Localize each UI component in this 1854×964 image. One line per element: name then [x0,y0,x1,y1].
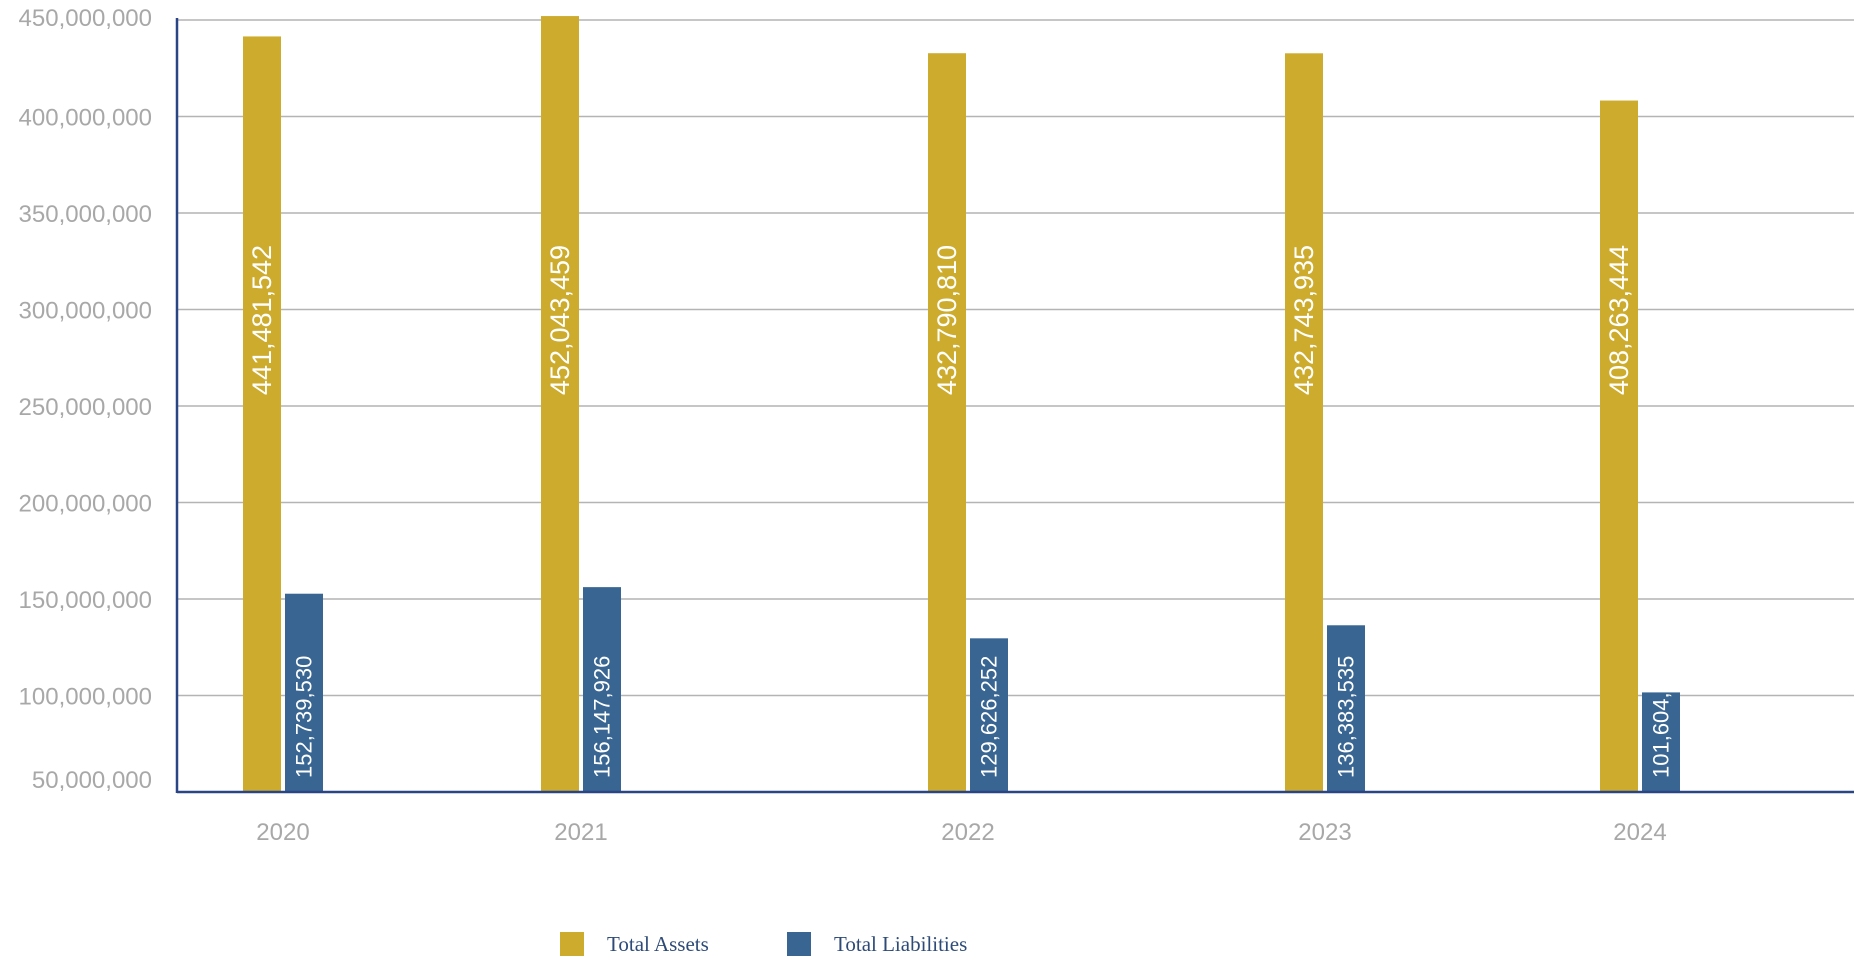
legend-swatch-total-liabilities [787,932,811,956]
total-assets-value-label: 408,263,444 [1604,245,1634,395]
total-liabilities-bar [285,593,323,792]
total-liabilities-value-label: 101,604,543 [1649,656,1674,778]
legend-label-total-liabilities: Total Liabilities [834,932,967,956]
y-tick-label: 250,000,000 [19,394,152,421]
legend: Total Assets Total Liabilities [560,932,967,956]
y-axis-ticks: 450,000,000 400,000,000 350,000,000 300,000… [19,5,152,794]
total-assets-value-label: 441,481,542 [247,245,277,395]
y-tick-label: 50,000,000 [32,767,152,794]
total-liabilities-bar [583,587,621,792]
total-assets-value-label: 432,790,810 [932,245,962,395]
axes [175,18,1854,794]
y-tick-label: 100,000,000 [19,684,152,711]
total-assets-bar [243,36,281,793]
legend-swatch-total-assets [560,932,584,956]
total-assets-value-label: 432,743,935 [1289,245,1319,395]
x-tick-label: 2022 [941,819,994,846]
x-tick-label: 2023 [1298,819,1351,846]
y-tick-label: 150,000,000 [19,587,152,614]
grid-lines [177,19,1854,697]
total-assets-bar [1285,53,1323,793]
legend-label-total-assets: Total Assets [607,932,709,956]
total-assets-value-label: 452,043,459 [545,245,575,395]
x-tick-label: 2024 [1613,819,1666,846]
bars: 441,481,542 152,739,530 452,043,459 156,147… [243,16,1680,793]
total-liabilities-value-label: 156,147,926 [590,656,615,778]
x-axis-ticks: 2020 2021 2022 2023 2024 [256,819,1666,846]
total-assets-bar [1600,100,1638,792]
y-tick-label: 400,000,000 [19,105,152,132]
total-liabilities-value-label: 129,626,252 [977,656,1002,778]
y-tick-label: 200,000,000 [19,491,152,518]
total-assets-bar [928,53,966,792]
y-tick-label: 300,000,000 [19,298,152,325]
x-tick-label: 2021 [554,819,607,846]
total-liabilities-value-label: 136,383,535 [1334,656,1359,778]
total-liabilities-value-label: 152,739,530 [292,656,317,778]
total-liabilities-bar [970,638,1008,792]
y-tick-label: 350,000,000 [19,201,152,228]
total-liabilities-bar [1327,625,1365,792]
total-assets-bar [541,16,579,792]
y-tick-label: 450,000,000 [19,5,152,32]
x-tick-label: 2020 [256,819,309,846]
total-liabilities-bar [1642,692,1680,792]
